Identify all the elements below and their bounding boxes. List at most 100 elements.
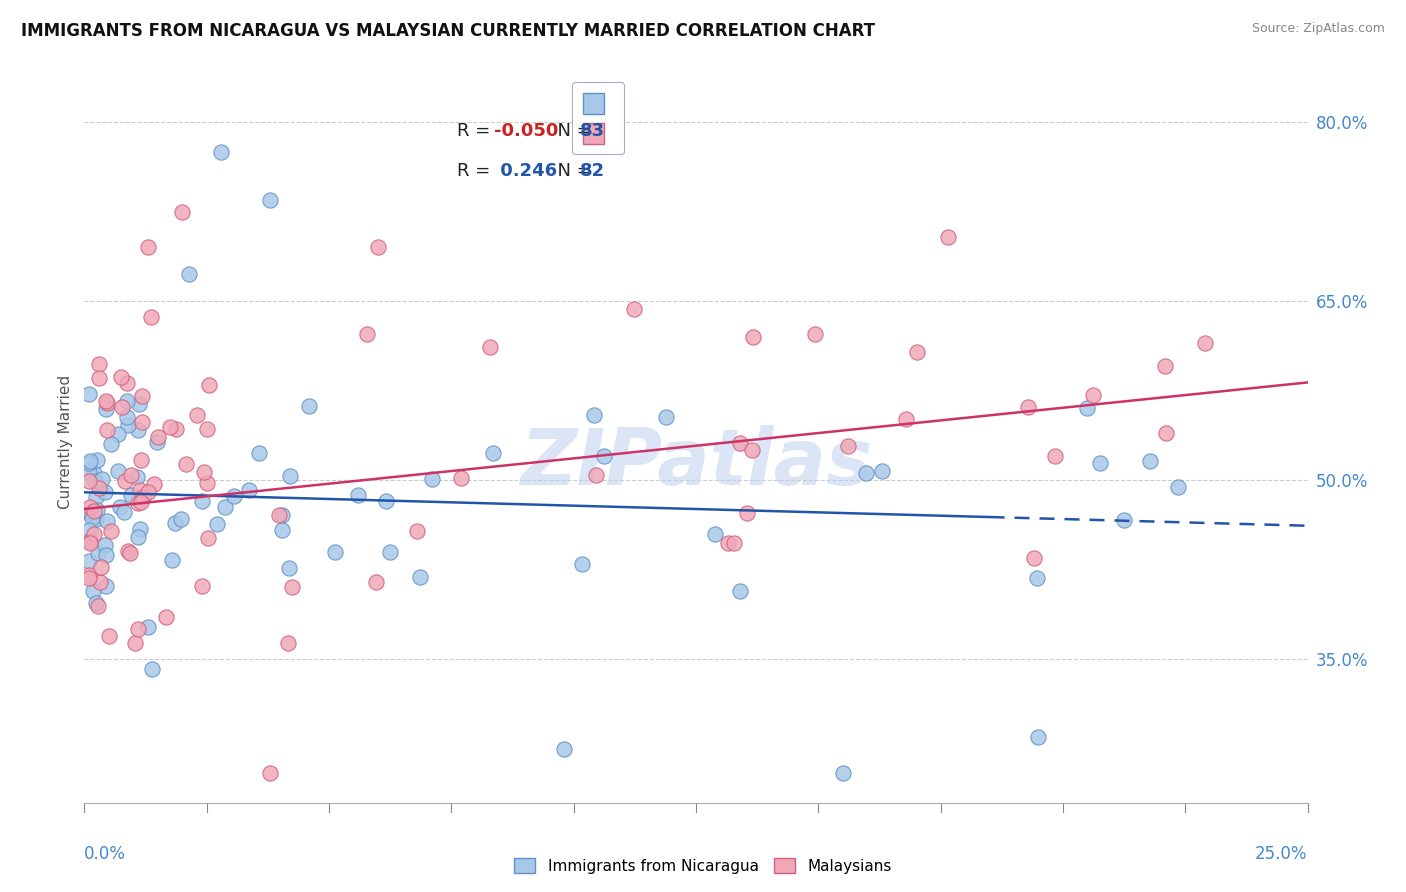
Point [831,766,853,780]
Point [735,506,758,520]
Point [623,301,645,316]
Point [77,456,100,470]
Point [278,561,301,575]
Point [128,483,150,498]
Point [141,661,163,675]
Point [478,340,501,354]
Point [896,412,918,426]
Legend: , : , [572,82,624,154]
Point [267,508,290,522]
Point [114,505,136,519]
Point [89,574,111,589]
Point [193,465,215,479]
Point [117,417,139,432]
Point [174,457,197,471]
Point [141,310,163,324]
Point [98,629,121,643]
Point [1194,335,1216,350]
Point [117,544,139,558]
Point [111,400,134,414]
Point [77,506,100,520]
Point [259,766,281,780]
Point [1088,456,1111,470]
Point [583,409,606,423]
Point [148,430,170,444]
Text: 25.0%: 25.0% [1256,845,1308,863]
Point [83,466,105,480]
Point [96,396,118,410]
Point [84,490,107,504]
Point [89,481,111,495]
Text: ZIPatlas: ZIPatlas [520,425,872,501]
Point [91,472,114,486]
Point [125,470,148,484]
Point [79,505,101,519]
Point [1154,426,1177,441]
Point [1028,730,1050,744]
Point [115,410,138,425]
Text: IMMIGRANTS FROM NICARAGUA VS MALAYSIAN CURRENTLY MARRIED CORRELATION CHART: IMMIGRANTS FROM NICARAGUA VS MALAYSIAN C… [21,22,875,40]
Point [77,553,100,567]
Point [1167,480,1189,494]
Point [1076,401,1098,415]
Point [195,475,218,490]
Point [323,545,346,559]
Point [136,485,159,500]
Text: 82: 82 [579,161,605,179]
Point [127,423,149,437]
Point [905,345,928,359]
Point [205,517,228,532]
Point [271,508,294,522]
Point [77,571,100,585]
Text: 0.246: 0.246 [494,161,557,179]
Point [195,422,218,436]
Point [298,399,321,413]
Point [87,599,110,614]
Point [77,465,100,479]
Point [197,531,219,545]
Point [1114,513,1136,527]
Point [728,435,751,450]
Point [165,422,187,436]
Point [259,193,281,207]
Point [190,579,212,593]
Point [1045,450,1067,464]
Point [222,489,245,503]
Point [172,204,194,219]
Point [238,483,260,497]
Point [278,468,301,483]
Point [197,377,219,392]
Point [585,467,607,482]
Point [356,327,378,342]
Text: 0.0%: 0.0% [84,845,127,863]
Point [209,145,232,159]
Point [110,370,132,384]
Point [420,473,443,487]
Point [77,474,100,488]
Text: R =: R = [457,161,496,179]
Point [1154,359,1177,373]
Point [127,530,149,544]
Point [79,454,101,468]
Point [145,435,167,450]
Point [129,522,152,536]
Point [364,574,387,589]
Point [742,330,765,344]
Point [179,267,201,281]
Point [160,553,183,567]
Point [1017,400,1039,414]
Point [83,504,105,518]
Point [191,493,214,508]
Point [406,524,429,539]
Point [77,523,100,537]
Point [378,544,401,558]
Point [115,376,138,391]
Point [170,512,193,526]
Point [93,538,115,552]
Point [741,442,763,457]
Text: 83: 83 [579,122,605,140]
Point [118,546,141,560]
Point [127,496,149,510]
Point [107,464,129,478]
Point [80,511,103,525]
